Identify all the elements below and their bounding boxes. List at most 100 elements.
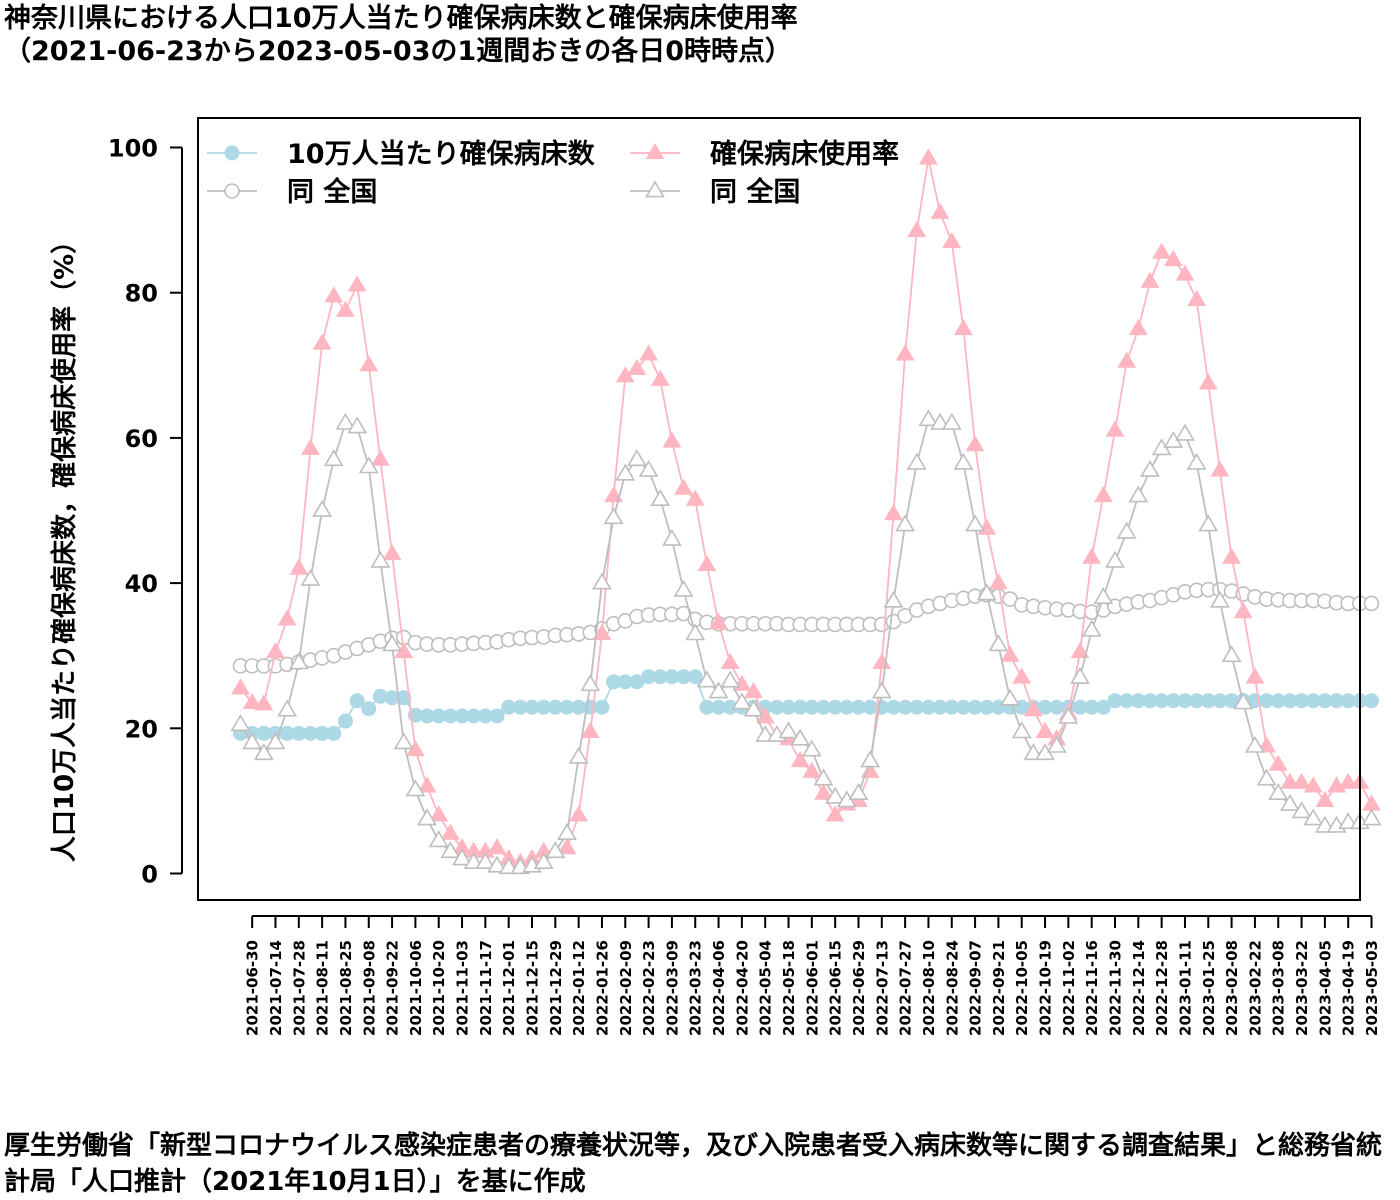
data-point [1363, 595, 1380, 612]
data-point [224, 183, 240, 199]
data-point [1314, 815, 1335, 833]
data-point [312, 499, 333, 517]
data-point [463, 852, 484, 870]
data-point [953, 452, 974, 470]
x-tick-label: 2022-10-05 [1013, 940, 1031, 1036]
data-point [674, 478, 693, 495]
data-point [1221, 645, 1242, 663]
x-axis: 2021-06-30 2021-07-14 2021-07-28 2021-08-11… [244, 915, 1381, 1036]
data-point [1280, 793, 1300, 811]
data-point [568, 746, 589, 764]
data-point [720, 670, 741, 688]
data-point [1175, 423, 1195, 441]
x-tick-label: 2022-03-09 [663, 940, 681, 1036]
data-point [1198, 514, 1219, 532]
data-point [825, 786, 846, 804]
data-point [709, 613, 728, 630]
data-point [1139, 460, 1160, 477]
data-point [1105, 550, 1125, 568]
data-point [1163, 250, 1183, 267]
legend-label: 10万人当たり確保病床数 [287, 138, 596, 170]
data-point [744, 682, 763, 699]
data-point [1152, 242, 1172, 259]
data-point [1362, 794, 1381, 811]
data-point [801, 739, 822, 757]
x-tick-label: 2023-01-25 [1200, 940, 1218, 1036]
data-point [324, 286, 344, 303]
data-point [615, 463, 636, 481]
data-point [335, 412, 356, 430]
data-point [1222, 547, 1241, 564]
data-point [650, 369, 670, 386]
x-tick-label: 2022-12-14 [1130, 940, 1148, 1036]
data-point [498, 857, 519, 875]
data-point [1187, 290, 1207, 306]
data-point [428, 830, 449, 848]
y-tick-label: 80 [125, 280, 158, 308]
data-point [1000, 688, 1020, 706]
data-point [1093, 486, 1113, 503]
y-tick-label: 40 [125, 570, 158, 598]
data-point [323, 449, 344, 467]
x-tick-label: 2023-03-08 [1270, 940, 1288, 1036]
data-point [288, 652, 309, 670]
data-point [300, 568, 321, 586]
x-tick-label: 2022-09-21 [990, 940, 1008, 1036]
x-tick-label: 2023-03-22 [1293, 940, 1311, 1036]
data-point [580, 721, 600, 738]
data-point [918, 409, 939, 427]
data-point [1291, 801, 1312, 819]
legend-label: 同 全国 [287, 176, 377, 208]
data-point [1315, 790, 1335, 807]
data-point [289, 558, 309, 575]
data-point [638, 460, 659, 477]
data-point [813, 768, 834, 786]
data-point [592, 623, 612, 640]
series-2 [232, 581, 1380, 674]
data-point [1095, 699, 1111, 715]
legend-entry: 同 全国 [207, 176, 377, 208]
data-point [907, 221, 927, 238]
data-point [592, 572, 612, 590]
x-tick-label: 2022-03-23 [687, 940, 705, 1036]
data-point [242, 732, 263, 750]
data-point [396, 690, 412, 706]
data-point [650, 489, 671, 507]
data-point [1256, 768, 1277, 786]
data-point [976, 583, 997, 601]
data-point [231, 678, 250, 695]
data-point [349, 693, 365, 709]
legend-entry: 10万人当たり確保病床数 [207, 138, 596, 170]
data-point [720, 653, 740, 669]
data-point [417, 808, 437, 826]
data-point [1035, 721, 1055, 738]
x-tick-label: 2022-06-29 [850, 940, 868, 1036]
x-tick-label: 2022-08-24 [943, 940, 961, 1036]
x-tick-label: 2022-05-04 [757, 940, 775, 1036]
data-point [1058, 706, 1079, 724]
data-point [265, 732, 286, 750]
data-point [277, 699, 298, 717]
data-point [1023, 700, 1043, 717]
data-point [230, 714, 251, 732]
data-point [533, 852, 554, 870]
x-tick-label: 2021-12-01 [500, 940, 518, 1036]
title-line-2: （2021-06-23から2023-05-03の1週間おきの各日0時時点） [4, 36, 792, 67]
data-point [662, 528, 682, 546]
data-point [253, 743, 274, 761]
y-tick-label: 100 [108, 135, 158, 163]
x-tick-label: 2023-01-11 [1176, 940, 1194, 1036]
x-tick-label: 2023-02-22 [1246, 940, 1264, 1036]
data-point [731, 692, 752, 710]
data-point [301, 438, 320, 455]
x-tick-label: 2023-04-19 [1340, 940, 1358, 1036]
data-point [645, 143, 665, 160]
data-point [1233, 692, 1254, 710]
data-point [743, 699, 764, 717]
data-point [871, 681, 892, 699]
x-tick-label: 2022-07-13 [873, 940, 891, 1036]
series-3 [231, 148, 1381, 869]
data-point [1046, 735, 1067, 753]
x-tick-label: 2021-09-22 [384, 940, 402, 1036]
series-1 [233, 669, 1380, 741]
